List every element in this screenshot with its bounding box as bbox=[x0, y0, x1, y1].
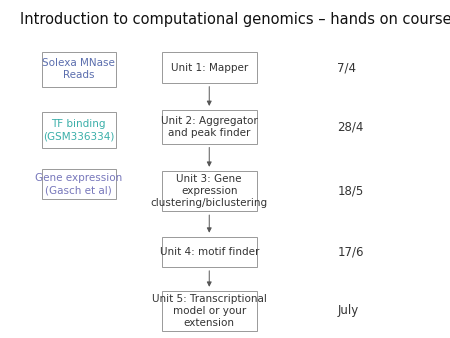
Text: TF binding
(GSM336334): TF binding (GSM336334) bbox=[43, 119, 114, 141]
FancyBboxPatch shape bbox=[41, 52, 116, 87]
FancyBboxPatch shape bbox=[41, 169, 116, 199]
FancyBboxPatch shape bbox=[162, 52, 256, 83]
Text: Unit 5: Transcriptional
model or your
extension: Unit 5: Transcriptional model or your ex… bbox=[152, 294, 267, 328]
FancyBboxPatch shape bbox=[41, 112, 116, 148]
Text: 28/4: 28/4 bbox=[338, 120, 364, 133]
Text: Gene expression
(Gasch et al): Gene expression (Gasch et al) bbox=[35, 173, 122, 195]
FancyBboxPatch shape bbox=[162, 291, 256, 331]
Text: Unit 3: Gene
expression
clustering/biclustering: Unit 3: Gene expression clustering/biclu… bbox=[151, 174, 268, 208]
Text: Unit 4: motif finder: Unit 4: motif finder bbox=[160, 247, 259, 257]
Text: Unit 2: Aggregator
and peak finder: Unit 2: Aggregator and peak finder bbox=[161, 116, 257, 138]
FancyBboxPatch shape bbox=[162, 237, 256, 267]
Text: 18/5: 18/5 bbox=[338, 185, 364, 197]
Text: 7/4: 7/4 bbox=[338, 61, 356, 74]
Text: Introduction to computational genomics – hands on course: Introduction to computational genomics –… bbox=[20, 12, 450, 27]
Text: 17/6: 17/6 bbox=[338, 245, 364, 258]
FancyBboxPatch shape bbox=[162, 110, 256, 144]
Text: Unit 1: Mapper: Unit 1: Mapper bbox=[171, 63, 248, 73]
Text: July: July bbox=[338, 305, 359, 317]
FancyBboxPatch shape bbox=[162, 171, 256, 211]
Text: Solexa MNase
Reads: Solexa MNase Reads bbox=[42, 58, 115, 80]
